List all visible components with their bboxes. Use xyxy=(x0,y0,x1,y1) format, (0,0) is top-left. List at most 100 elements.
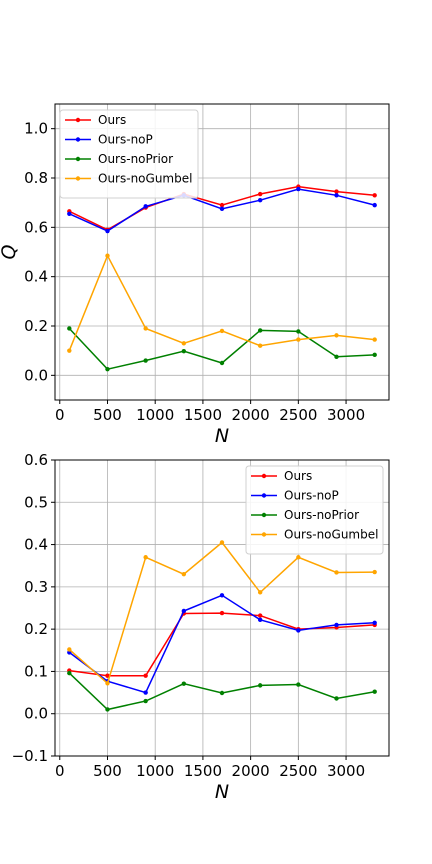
x-tick-label: 500 xyxy=(93,406,122,424)
data-point xyxy=(219,610,225,616)
data-point xyxy=(219,690,225,696)
data-point xyxy=(334,354,339,360)
data-point xyxy=(296,555,301,560)
data-point xyxy=(372,620,377,625)
data-point xyxy=(296,628,301,633)
legend: Ours Ours-noP Ours-noPrior Ours-noGumbel xyxy=(245,465,384,555)
data-point xyxy=(334,570,339,575)
data-point xyxy=(219,540,225,545)
legend-label: Ours-noP xyxy=(98,133,153,147)
data-point xyxy=(181,681,187,686)
data-point xyxy=(143,204,148,209)
data-point xyxy=(105,673,110,678)
y-tick-label: 0.4 xyxy=(24,536,48,554)
data-point xyxy=(219,593,225,598)
y-tick-label: 1.0 xyxy=(24,120,48,138)
data-point xyxy=(334,193,339,198)
data-point xyxy=(257,590,263,595)
data-point xyxy=(181,571,187,577)
data-point xyxy=(181,348,187,354)
legend-box xyxy=(59,109,199,199)
data-point xyxy=(143,690,148,695)
x-tick-label: 1000 xyxy=(136,406,174,424)
data-point xyxy=(334,622,339,628)
data-point xyxy=(296,682,301,687)
data-point xyxy=(257,683,263,688)
legend-marker xyxy=(261,512,267,518)
data-point xyxy=(219,360,225,366)
y-tick-label: 0.3 xyxy=(24,578,48,596)
x-tick-label: 1000 xyxy=(136,762,174,780)
x-tick-label: 2500 xyxy=(279,406,317,424)
data-point xyxy=(372,193,377,198)
data-point xyxy=(257,613,263,618)
y-tick-label: 0.6 xyxy=(24,218,48,236)
data-point xyxy=(296,329,301,334)
data-point xyxy=(105,366,110,372)
legend-marker xyxy=(75,176,81,181)
x-tick-label: 0 xyxy=(55,762,65,780)
plot-frame xyxy=(54,459,390,757)
y-tick-label: 0.0 xyxy=(24,705,48,723)
legend-label: Ours xyxy=(284,469,312,483)
x-tick-label: 0 xyxy=(55,406,65,424)
x-tick-label: 2500 xyxy=(279,762,317,780)
y-axis-label: Q xyxy=(0,244,20,259)
y-tick-label: 0.6 xyxy=(24,451,48,469)
data-point xyxy=(181,341,187,346)
x-tick-label: 2000 xyxy=(232,762,270,780)
x-tick-label: 3000 xyxy=(327,406,365,424)
data-point xyxy=(143,555,148,560)
y-tick-label: 0.1 xyxy=(24,662,48,680)
data-point xyxy=(67,647,72,652)
data-point xyxy=(334,333,339,338)
series-line-ours xyxy=(69,612,375,677)
x-tick-label: 2000 xyxy=(232,406,270,424)
data-point xyxy=(67,326,72,331)
data-point xyxy=(181,608,187,614)
data-point xyxy=(372,352,377,358)
data-point xyxy=(257,198,263,203)
data-point xyxy=(105,681,110,686)
legend-marker xyxy=(75,117,81,123)
legend: Ours Ours-noP Ours-noPrior Ours-noGumbel xyxy=(59,109,199,199)
data-point xyxy=(219,202,225,208)
legend-label: Ours-noGumbel xyxy=(284,528,378,542)
data-point xyxy=(257,617,263,623)
legend-marker xyxy=(261,532,267,537)
data-point xyxy=(143,358,148,363)
data-point xyxy=(219,206,225,212)
chart-2: 0 500 1000 1500 2000 2500 3000 −0.1 0.0 0.1 0.2 0.3… xyxy=(12,451,390,803)
x-tick-label: 1500 xyxy=(184,762,222,780)
y-tick-label: 0.5 xyxy=(24,493,48,511)
data-point xyxy=(219,328,225,334)
y-tick-label: 0.2 xyxy=(24,317,48,335)
chart-1: 0 500 1000 1500 2000 2500 3000 0.0 0.2 0.4 0.6 0.8 1… xyxy=(0,103,390,447)
y-tick-label: 0.0 xyxy=(24,366,48,384)
data-point xyxy=(143,698,148,704)
data-point xyxy=(105,707,110,712)
y-tick-label: −0.1 xyxy=(12,747,48,765)
data-point xyxy=(143,326,148,331)
data-point xyxy=(105,253,110,258)
legend-marker xyxy=(261,493,267,498)
data-point xyxy=(296,186,301,192)
data-point xyxy=(257,191,263,197)
y-tick-label: 0.8 xyxy=(24,169,48,187)
y-tick-label: 0.4 xyxy=(24,268,48,286)
x-tick-label: 1500 xyxy=(184,406,222,424)
data-point xyxy=(257,343,263,348)
data-point xyxy=(372,569,377,575)
legend-marker xyxy=(261,473,267,479)
series-line-ours-nop xyxy=(68,594,375,694)
series-line-ours-nogumbel xyxy=(68,253,375,351)
data-point xyxy=(372,337,377,342)
legend-label: Ours-noPrior xyxy=(98,152,173,166)
legend-label: Ours-noPrior xyxy=(284,508,359,522)
data-point xyxy=(334,696,339,701)
x-tick-label: 3000 xyxy=(327,762,365,780)
legend-label: Ours-noGumbel xyxy=(98,172,192,186)
y-tick-label: 0.2 xyxy=(24,620,48,638)
x-axis-label: N xyxy=(215,425,229,447)
